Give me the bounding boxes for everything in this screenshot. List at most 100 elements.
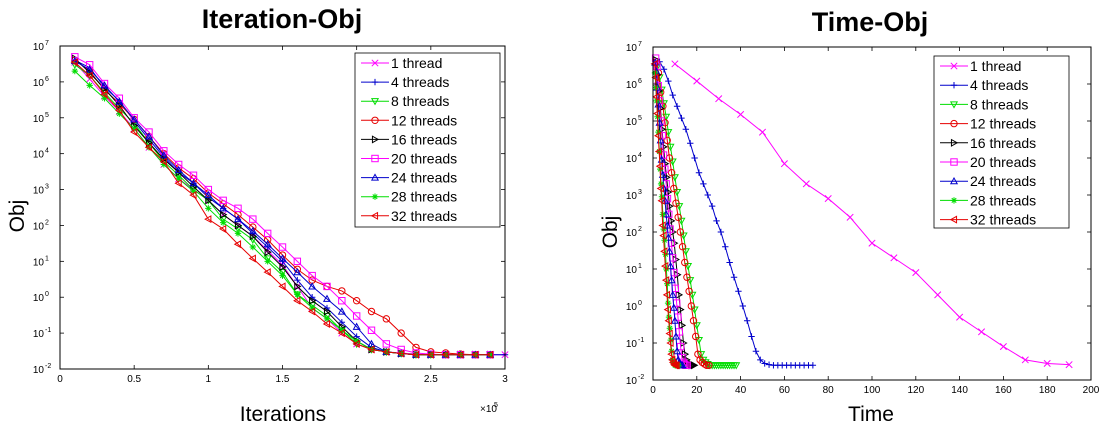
legend-label: 1 thread (391, 55, 442, 71)
marker-point (950, 138, 959, 147)
legend-item: 24 threads (361, 170, 457, 186)
marker-point (189, 191, 197, 200)
marker-point (323, 282, 331, 291)
marker-point (293, 257, 302, 266)
marker-point (664, 233, 673, 241)
marker-point (397, 329, 405, 337)
marker-point (949, 215, 958, 224)
marker-point (715, 95, 723, 103)
marker-point (722, 243, 729, 250)
marker-point (367, 307, 376, 316)
marker-point (658, 170, 667, 178)
marker-point (678, 321, 687, 330)
y-tick-label: 10 (33, 150, 45, 161)
y-tick-label: 10 (33, 186, 45, 197)
x-tick-label: 3 (502, 374, 508, 385)
marker-point (471, 350, 479, 359)
marker-point (337, 307, 346, 315)
legend-item: 1 thread (361, 55, 442, 71)
y-tick-exponent: 3 (45, 184, 49, 191)
marker-point (308, 271, 316, 280)
series-1-thread (671, 60, 1073, 369)
marker-point (687, 302, 696, 310)
marker-point (293, 296, 301, 305)
marker-point (702, 361, 711, 369)
legend-label: 24 threads (970, 173, 1036, 189)
marker-point (353, 337, 360, 345)
marker-point (667, 350, 675, 359)
marker-point (658, 125, 667, 134)
marker-point (85, 71, 93, 80)
legend-item: 20 threads (361, 151, 457, 167)
y-tick-label: 10 (33, 221, 45, 232)
legend-label: 4 threads (970, 77, 1028, 93)
marker-point (219, 196, 227, 205)
marker-point (371, 59, 379, 67)
marker-point (323, 307, 332, 316)
legend-label: 28 threads (970, 192, 1036, 208)
marker-point (950, 119, 958, 128)
marker-point (174, 179, 182, 188)
marker-point (890, 254, 898, 262)
marker-point (263, 268, 271, 277)
marker-point (129, 128, 138, 137)
marker-point (669, 91, 676, 99)
x-tick-label: 180 (1039, 385, 1056, 396)
marker-point (322, 319, 331, 328)
y-tick-exponent: 5 (638, 115, 642, 122)
marker-point (743, 317, 751, 324)
marker-point (370, 211, 379, 220)
marker-point (658, 221, 666, 230)
marker-point (234, 221, 243, 230)
marker-point (660, 247, 668, 256)
y-tick-exponent: 6 (638, 78, 642, 85)
y-tick-exponent: 3 (638, 189, 642, 196)
marker-point (382, 315, 391, 323)
marker-point (656, 184, 664, 193)
marker-point (949, 176, 959, 185)
y-tick-label: 10 (626, 191, 638, 202)
marker-point (338, 327, 346, 334)
y-tick-label: 10 (33, 329, 45, 340)
marker-point (205, 205, 212, 212)
marker-point (660, 225, 667, 233)
legend-item: 12 threads (940, 116, 1036, 132)
marker-point (691, 154, 698, 162)
marker-point (159, 157, 167, 166)
marker-point (308, 304, 316, 312)
y-axis-label: Obj (599, 216, 622, 249)
marker-point (655, 162, 664, 171)
marker-point (411, 350, 420, 359)
marker-point (780, 160, 788, 168)
marker-point (115, 97, 124, 105)
legend-label: 20 threads (970, 154, 1036, 170)
marker-point (249, 223, 257, 231)
marker-point (678, 243, 687, 251)
y-tick-label: 10 (626, 302, 638, 313)
marker-point (248, 254, 256, 263)
marker-point (697, 351, 706, 359)
marker-point (218, 224, 227, 233)
marker-point (666, 338, 674, 348)
x-tick-label: 60 (779, 385, 791, 396)
marker-point (657, 196, 665, 205)
legend-item: 4 threads (940, 77, 1028, 93)
marker-point (977, 328, 986, 336)
marker-point (956, 313, 964, 321)
marker-point (659, 151, 668, 159)
marker-point (692, 322, 701, 330)
marker-point (824, 195, 832, 203)
legend-label: 24 threads (391, 170, 457, 186)
marker-point (685, 287, 693, 295)
marker-point (100, 79, 109, 88)
marker-point (696, 356, 704, 364)
marker-point (654, 131, 662, 140)
marker-point (663, 136, 671, 145)
marker-point (174, 165, 183, 174)
marker-point (672, 199, 680, 207)
marker-point (190, 187, 197, 195)
x-tick-multiplier: ×10 5 (480, 402, 498, 415)
marker-point (739, 302, 746, 310)
marker-point (687, 140, 694, 147)
marker-point (70, 58, 78, 67)
